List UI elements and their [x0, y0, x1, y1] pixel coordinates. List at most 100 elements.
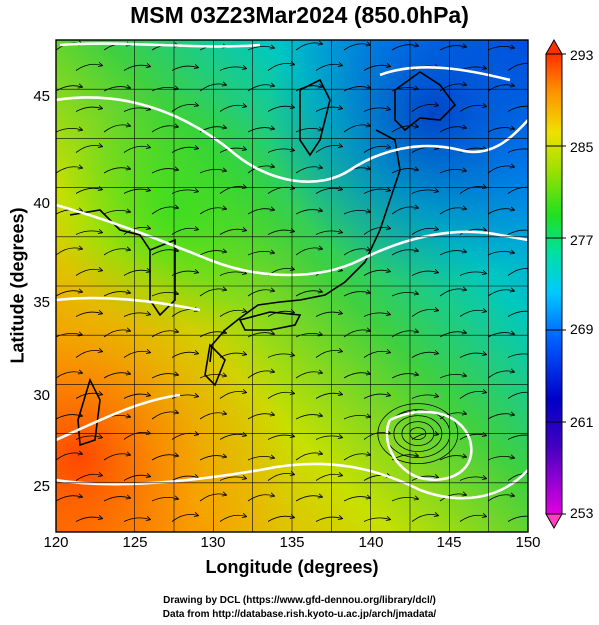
streamline	[315, 350, 342, 358]
streamline	[343, 292, 370, 297]
streamline	[487, 85, 514, 92]
streamline	[459, 272, 486, 276]
streamline	[75, 517, 102, 522]
streamline	[247, 209, 274, 215]
streamline	[123, 270, 150, 276]
streamline	[219, 67, 246, 71]
streamline	[219, 186, 246, 194]
colorbar-max-arrow	[545, 38, 563, 55]
streamline	[439, 289, 466, 297]
colorbar-min-arrow	[545, 513, 563, 530]
streamline	[343, 454, 370, 461]
streamline	[199, 169, 226, 174]
streamline	[343, 373, 370, 379]
streamline	[295, 453, 322, 461]
x-tick-label: 130	[200, 534, 226, 551]
streamline	[343, 249, 370, 256]
streamline	[363, 518, 390, 522]
streamline	[103, 87, 130, 92]
colorbar	[545, 38, 566, 530]
streamline	[295, 210, 322, 215]
streamline	[459, 229, 486, 235]
streamline	[199, 413, 226, 420]
x-tick-label: 125	[122, 534, 148, 551]
colorbar-tick-label: 261	[570, 414, 594, 430]
isotherm-contours	[56, 42, 528, 500]
streamline	[75, 393, 102, 399]
streamline	[411, 271, 438, 276]
streamline	[363, 65, 390, 71]
streamline	[439, 127, 466, 133]
streamline	[75, 269, 102, 276]
colorbar-tick-label: 269	[570, 321, 594, 337]
streamline	[507, 229, 528, 235]
streamline	[247, 251, 274, 256]
streamline	[439, 169, 466, 174]
streamline	[363, 189, 390, 194]
streamline	[56, 248, 82, 256]
streamline	[343, 125, 370, 133]
streamline	[507, 105, 528, 112]
streamline	[507, 515, 528, 522]
streamline	[411, 352, 438, 358]
streamline	[219, 434, 246, 440]
y-tick-label: 35	[33, 294, 50, 311]
streamline	[247, 85, 274, 92]
streamline	[247, 333, 274, 338]
streamline	[507, 267, 528, 276]
streamline	[219, 310, 246, 317]
streamline	[151, 207, 178, 215]
streamline	[199, 251, 226, 256]
streamline	[123, 394, 150, 399]
streamline	[199, 456, 226, 461]
streamline	[459, 105, 486, 112]
streamline	[75, 188, 102, 194]
streamline	[199, 289, 226, 297]
streamline	[151, 87, 178, 92]
streamline	[487, 456, 514, 461]
streamline	[295, 43, 322, 51]
streamline	[507, 434, 528, 440]
streamline	[123, 313, 150, 317]
streamline	[295, 291, 322, 297]
streamline	[507, 353, 528, 358]
streamline	[103, 125, 130, 133]
streamline	[103, 249, 130, 256]
streamline	[123, 65, 150, 71]
streamline	[315, 64, 342, 71]
streamline	[199, 374, 226, 379]
y-tick-label: 40	[33, 195, 50, 212]
x-tick-label: 150	[515, 534, 541, 551]
coastlines	[69, 71, 457, 447]
streamline	[56, 86, 82, 92]
streamline	[459, 391, 486, 399]
streamline	[459, 477, 486, 481]
streamline	[391, 126, 418, 133]
y-tick-label: 30	[33, 387, 50, 404]
streamline	[56, 453, 82, 461]
streamline	[343, 210, 370, 215]
streamline	[439, 208, 466, 215]
streamline	[75, 436, 102, 440]
streamline	[247, 46, 274, 51]
streamline	[103, 292, 130, 297]
streamline	[411, 476, 438, 481]
streamline	[75, 107, 102, 112]
streamline	[487, 209, 514, 215]
colorbar-tick-label: 253	[570, 505, 594, 521]
streamline	[247, 414, 274, 420]
streamline	[439, 251, 466, 256]
streamline	[56, 128, 82, 133]
streamline	[487, 495, 514, 502]
wind-streamlines	[56, 43, 528, 522]
streamline	[459, 434, 486, 440]
streamline	[247, 495, 274, 502]
streamline	[391, 497, 418, 502]
streamline	[151, 374, 178, 379]
streamline	[343, 44, 370, 51]
streamline	[363, 394, 390, 399]
streamline	[391, 169, 418, 174]
streamline	[439, 456, 466, 461]
streamline	[123, 108, 150, 112]
